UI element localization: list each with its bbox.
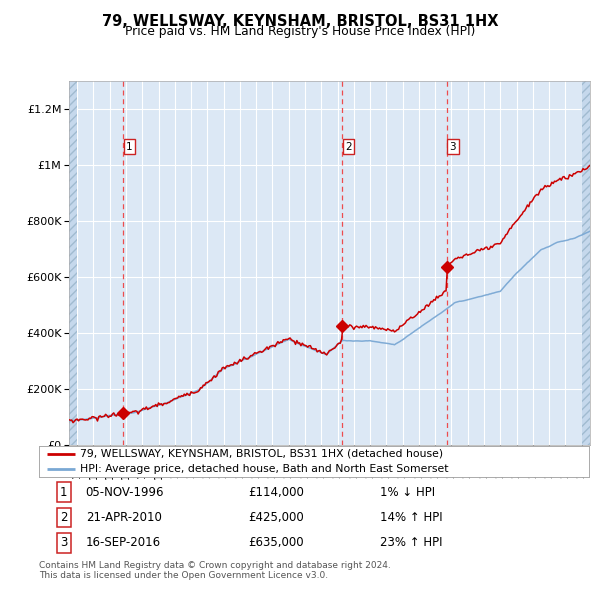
Text: This data is licensed under the Open Government Licence v3.0.: This data is licensed under the Open Gov… [39, 571, 328, 579]
Text: 23% ↑ HPI: 23% ↑ HPI [380, 536, 442, 549]
Text: 14% ↑ HPI: 14% ↑ HPI [380, 511, 442, 524]
Text: 3: 3 [60, 536, 67, 549]
Bar [581, 81, 590, 445]
Text: 79, WELLSWAY, KEYNSHAM, BRISTOL, BS31 1HX: 79, WELLSWAY, KEYNSHAM, BRISTOL, BS31 1H… [102, 14, 498, 28]
Text: Contains HM Land Registry data © Crown copyright and database right 2024.: Contains HM Land Registry data © Crown c… [39, 560, 391, 569]
Text: 3: 3 [449, 142, 456, 152]
Text: 16-SEP-2016: 16-SEP-2016 [86, 536, 161, 549]
Text: 21-APR-2010: 21-APR-2010 [86, 511, 161, 524]
Text: 79, WELLSWAY, KEYNSHAM, BRISTOL, BS31 1HX (detached house): 79, WELLSWAY, KEYNSHAM, BRISTOL, BS31 1H… [80, 449, 443, 458]
Text: 1% ↓ HPI: 1% ↓ HPI [380, 486, 435, 499]
Text: £114,000: £114,000 [248, 486, 304, 499]
Text: £635,000: £635,000 [248, 536, 304, 549]
Text: 1: 1 [126, 142, 133, 152]
Text: 2: 2 [345, 142, 352, 152]
Text: HPI: Average price, detached house, Bath and North East Somerset: HPI: Average price, detached house, Bath… [80, 464, 449, 474]
Text: 05-NOV-1996: 05-NOV-1996 [86, 486, 164, 499]
Bar [69, 81, 77, 445]
Text: 2: 2 [60, 511, 67, 524]
Text: Price paid vs. HM Land Registry's House Price Index (HPI): Price paid vs. HM Land Registry's House … [125, 25, 475, 38]
Text: 1: 1 [60, 486, 67, 499]
Text: £425,000: £425,000 [248, 511, 304, 524]
